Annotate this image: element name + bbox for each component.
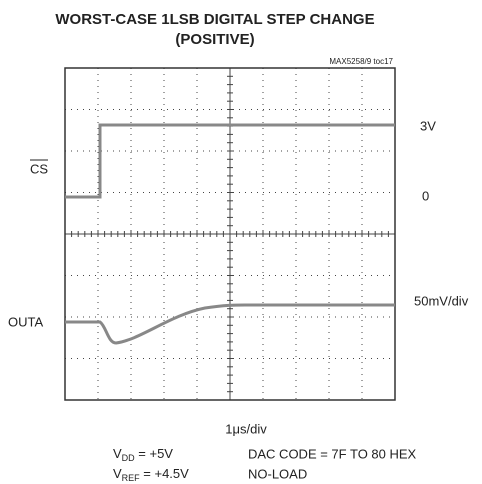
title-line: (POSITIVE) (175, 31, 254, 48)
condition: VREF = +4.5V (113, 466, 189, 483)
subscript: DD (122, 453, 135, 463)
outa-label: OUTA (8, 314, 43, 329)
condition-text: = +4.5V (140, 466, 189, 481)
outa-trace (65, 303, 395, 345)
level-label: 3V (420, 118, 436, 133)
timebase: 1μs/div (225, 421, 267, 436)
title-line: WORST-CASE 1LSB DIGITAL STEP CHANGE (55, 11, 374, 28)
scale-label: 50mV/div (414, 293, 469, 308)
cs-label: CS (30, 161, 48, 176)
note: DAC CODE = 7F TO 80 HEX (248, 446, 417, 461)
symbol: V (113, 466, 122, 481)
cs-trace (65, 123, 395, 199)
scope-grid (65, 68, 395, 400)
level-label: 0 (422, 188, 429, 203)
condition: VDD = +5V (113, 446, 173, 463)
condition-text: = +5V (135, 446, 174, 461)
figure-id: MAX5258/9 toc17 (329, 57, 393, 66)
symbol: V (113, 446, 122, 461)
subscript: REF (122, 473, 141, 483)
note: NO-LOAD (248, 466, 307, 481)
plot-frame (64, 67, 396, 401)
